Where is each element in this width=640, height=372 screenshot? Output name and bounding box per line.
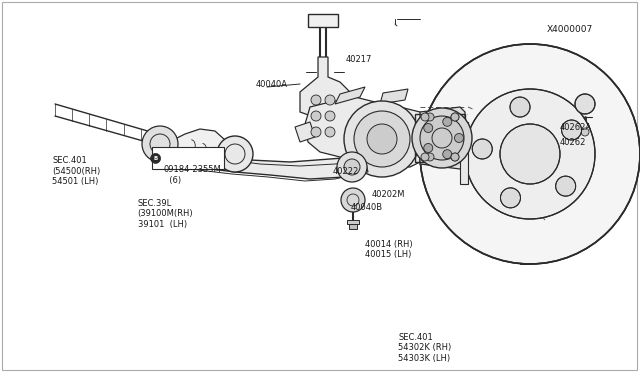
Circle shape: [344, 101, 420, 177]
Circle shape: [451, 153, 459, 161]
Polygon shape: [347, 220, 359, 224]
Circle shape: [217, 136, 253, 172]
Text: SEC.401
54302K (RH)
54303K (LH): SEC.401 54302K (RH) 54303K (LH): [398, 333, 451, 363]
Circle shape: [325, 111, 335, 121]
FancyBboxPatch shape: [152, 147, 223, 169]
Text: 40262A: 40262A: [560, 123, 592, 132]
Circle shape: [556, 176, 575, 196]
Polygon shape: [300, 57, 350, 127]
Text: 09184-2355M
  (6): 09184-2355M (6): [164, 166, 221, 185]
Circle shape: [454, 134, 463, 142]
Circle shape: [443, 150, 452, 159]
Text: X4000007: X4000007: [547, 25, 593, 34]
Circle shape: [500, 124, 560, 184]
Circle shape: [424, 124, 433, 132]
Text: 40222: 40222: [333, 167, 359, 176]
Polygon shape: [305, 97, 435, 167]
Circle shape: [426, 153, 434, 161]
Circle shape: [421, 113, 429, 121]
Text: SEC.401
(54500(RH)
54501 (LH): SEC.401 (54500(RH) 54501 (LH): [52, 156, 100, 186]
Text: B: B: [154, 156, 157, 161]
Polygon shape: [150, 137, 362, 179]
Circle shape: [311, 111, 321, 121]
Circle shape: [344, 159, 360, 175]
Circle shape: [451, 113, 459, 121]
Circle shape: [451, 113, 459, 121]
Circle shape: [426, 113, 434, 121]
Circle shape: [337, 152, 367, 182]
Polygon shape: [380, 89, 408, 104]
Polygon shape: [175, 129, 228, 162]
Circle shape: [412, 108, 472, 168]
Circle shape: [510, 97, 530, 117]
Circle shape: [421, 153, 429, 161]
Circle shape: [354, 111, 410, 167]
Polygon shape: [308, 14, 338, 27]
Polygon shape: [460, 122, 468, 184]
Polygon shape: [295, 122, 315, 142]
Circle shape: [472, 139, 492, 159]
Circle shape: [420, 116, 464, 160]
Polygon shape: [340, 159, 368, 172]
Circle shape: [500, 188, 520, 208]
Circle shape: [311, 127, 321, 137]
Circle shape: [451, 153, 459, 161]
Text: 40040B: 40040B: [351, 203, 383, 212]
Circle shape: [325, 95, 335, 105]
Circle shape: [311, 95, 321, 105]
Text: 40202M: 40202M: [371, 190, 404, 199]
Text: 40040A: 40040A: [256, 80, 288, 89]
Polygon shape: [335, 87, 365, 104]
Circle shape: [367, 124, 397, 154]
Text: 40014 (RH)
40015 (LH): 40014 (RH) 40015 (LH): [365, 240, 412, 259]
Text: 40217: 40217: [346, 55, 372, 64]
Circle shape: [150, 153, 161, 163]
Circle shape: [561, 120, 582, 140]
Circle shape: [443, 117, 452, 126]
Circle shape: [325, 127, 335, 137]
Circle shape: [465, 89, 595, 219]
Circle shape: [575, 94, 595, 114]
Circle shape: [142, 126, 178, 162]
Polygon shape: [420, 107, 465, 169]
Circle shape: [341, 188, 365, 212]
Circle shape: [581, 128, 589, 136]
Circle shape: [424, 144, 433, 153]
Circle shape: [420, 44, 640, 264]
Text: SEC.39L
(39100M(RH)
39101  (LH): SEC.39L (39100M(RH) 39101 (LH): [138, 199, 193, 229]
Polygon shape: [349, 224, 357, 229]
Text: 40262: 40262: [560, 138, 586, 147]
